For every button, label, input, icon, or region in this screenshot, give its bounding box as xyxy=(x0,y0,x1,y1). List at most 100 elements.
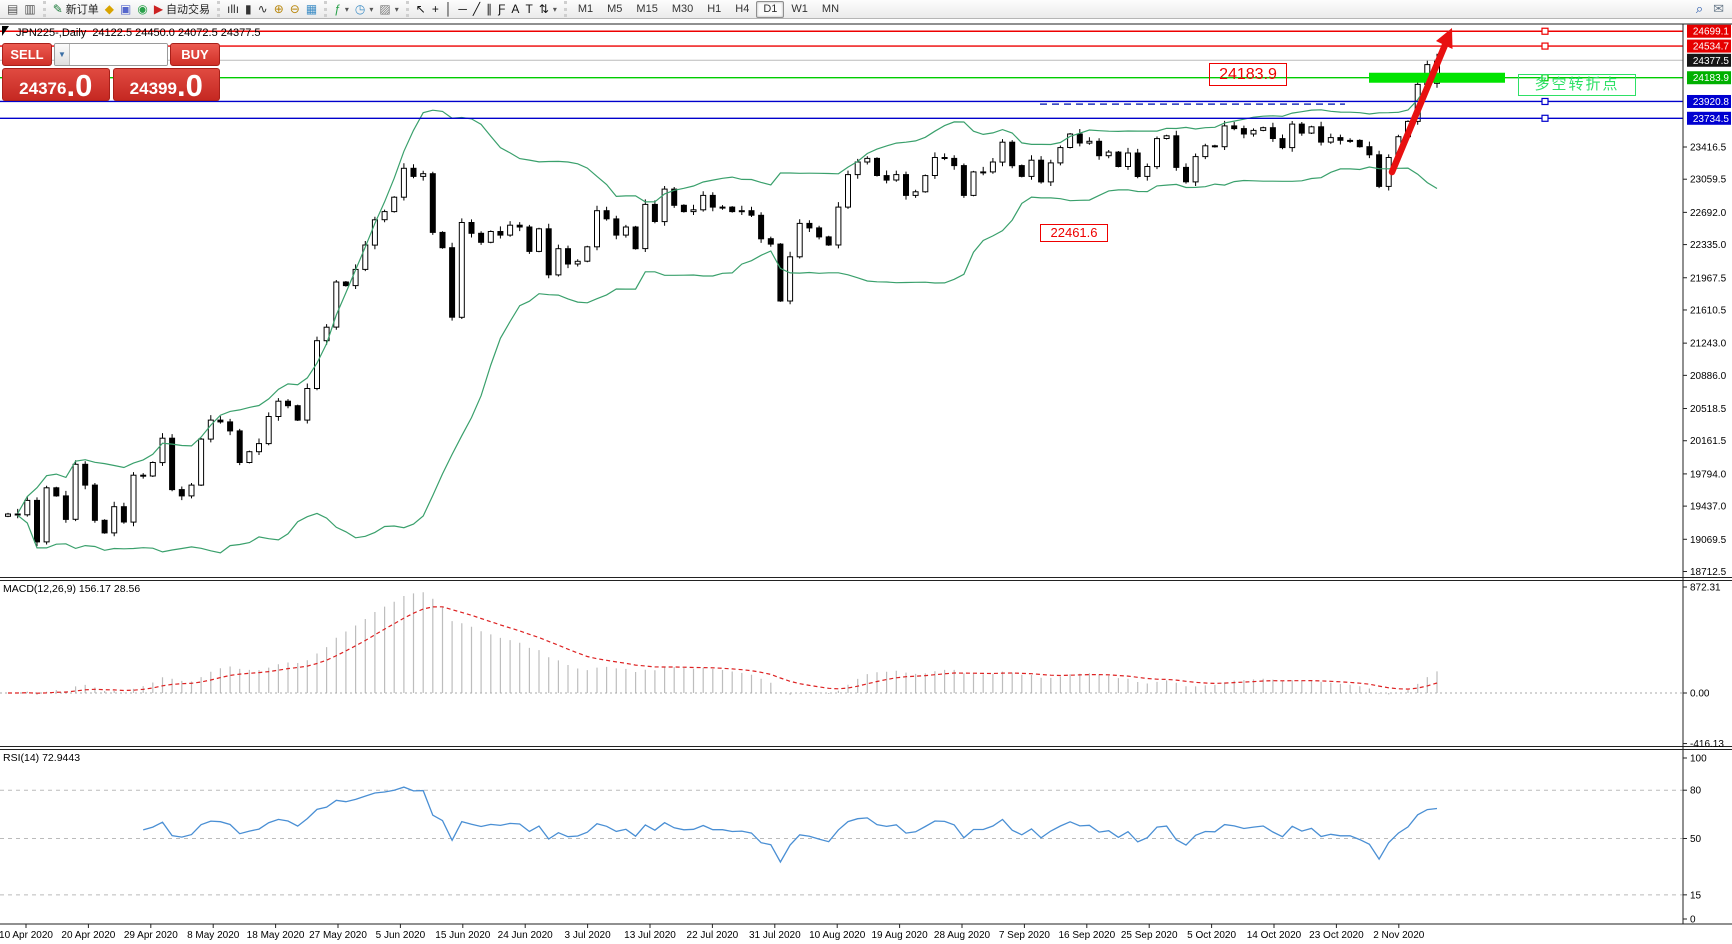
new-chart-icon: ▤ xyxy=(7,2,19,16)
timeframe-d1-button[interactable]: D1 xyxy=(756,0,785,18)
svg-text:21243.0: 21243.0 xyxy=(1690,339,1727,350)
svg-text:872.31: 872.31 xyxy=(1690,583,1721,594)
trendline-button[interactable]: ╱ xyxy=(470,2,483,17)
timeframe-h4-button[interactable]: H4 xyxy=(735,2,750,15)
svg-text:25 Sep 2020: 25 Sep 2020 xyxy=(1121,930,1178,941)
svg-text:27 May 2020: 27 May 2020 xyxy=(309,930,367,941)
crosshair-icon: + xyxy=(431,2,439,16)
timeframe-m15-button[interactable]: M15 xyxy=(636,2,658,15)
macd-indicator-label: MACD(12,26,9) 156.17 28.56 xyxy=(3,583,141,595)
timeframe-h1-button[interactable]: H1 xyxy=(707,2,722,15)
templates-button[interactable]: ▨ ▾ xyxy=(376,2,401,17)
chevron-down-icon: ▾ xyxy=(369,4,374,14)
cursor-button[interactable]: ↖ xyxy=(413,2,429,17)
one-click-trading-panel: SELL ▼ ▲ BUY 24376.0 24399.0 xyxy=(2,43,220,101)
svg-text:21967.5: 21967.5 xyxy=(1690,273,1727,284)
timeframe-w1-button[interactable]: W1 xyxy=(791,2,808,15)
svg-text:100: 100 xyxy=(1690,754,1707,765)
timeframe-m1-button[interactable]: M1 xyxy=(577,2,594,15)
svg-text:23920.8: 23920.8 xyxy=(1693,97,1730,108)
quotes-button[interactable]: ◆ xyxy=(102,2,117,17)
fibonacci-button[interactable]: Ƒ xyxy=(495,2,508,17)
navigator-icon: ◉ xyxy=(137,2,148,16)
resistance-price-label[interactable]: 24183.9 xyxy=(1209,63,1287,86)
chat-icon[interactable]: ✉ xyxy=(1713,1,1724,16)
profiles-icon: ▥ xyxy=(24,2,36,16)
navigator-button[interactable]: ◉ xyxy=(134,2,150,17)
tile-windows-button[interactable]: ▦ xyxy=(303,2,320,17)
svg-text:28 Aug 2020: 28 Aug 2020 xyxy=(934,930,991,941)
line-chart-icon: ∿ xyxy=(257,2,268,16)
svg-text:20 Apr 2020: 20 Apr 2020 xyxy=(61,930,115,941)
crosshair-button[interactable]: + xyxy=(429,2,442,17)
search-icon[interactable]: ⌕ xyxy=(1695,1,1704,16)
fibonacci-icon: Ƒ xyxy=(498,2,506,16)
horizontal-line-button[interactable]: ─ xyxy=(455,2,470,17)
timeframe-mn-button[interactable]: MN xyxy=(821,2,840,15)
chart-symbol-period: JPN225-,Daily xyxy=(16,27,87,39)
periods-button[interactable]: ◷ ▾ xyxy=(352,2,377,17)
autotrading-icon: ▶ xyxy=(153,2,164,16)
svg-text:3 Jul 2020: 3 Jul 2020 xyxy=(565,930,612,941)
svg-text:31 Jul 2020: 31 Jul 2020 xyxy=(749,930,801,941)
chart-ohlc-values: 24122.5 24450.0 24072.5 24377.5 xyxy=(92,27,261,39)
volume-decrease-button[interactable]: ▼ xyxy=(55,44,70,65)
toolbar-right: ⌕ ✉ xyxy=(1696,1,1732,17)
svg-text:23416.5: 23416.5 xyxy=(1690,142,1727,153)
zoom-out-button[interactable]: ⊖ xyxy=(287,2,303,17)
timeframe-m30-button[interactable]: M30 xyxy=(671,2,694,15)
svg-text:18712.5: 18712.5 xyxy=(1690,567,1727,578)
toolbar: ▤ ▥ ✎ 新订单 ◆ ▣ ◉ ▶ 自动交易 ıllı ▮ ∿ ⊕ ⊖ ▦ ƒ ▾ ◷ ▾ ▨ ▾ ↖ + │ ─ ╱ ∥ Ƒ A T ⇅ ▾… xyxy=(0,0,1732,19)
quotes-icon: ◆ xyxy=(104,2,114,16)
autotrading-button[interactable]: ▶ 自动交易 xyxy=(151,2,213,17)
svg-text:24183.9: 24183.9 xyxy=(1693,73,1730,84)
bar-chart-button[interactable]: ıllı xyxy=(224,2,242,17)
svg-text:22 Jul 2020: 22 Jul 2020 xyxy=(687,930,739,941)
vertical-line-button[interactable]: │ xyxy=(442,2,456,17)
svg-text:7 Sep 2020: 7 Sep 2020 xyxy=(999,930,1051,941)
toolbar-group: ↖ + │ ─ ╱ ∥ Ƒ A T ⇅ ▾ xyxy=(405,1,564,17)
svg-text:2 Nov 2020: 2 Nov 2020 xyxy=(1373,930,1425,941)
timeframe-m5-button[interactable]: M5 xyxy=(607,2,623,15)
data-window-button[interactable]: ▣ xyxy=(117,2,134,17)
svg-text:19794.0: 19794.0 xyxy=(1690,469,1727,480)
svg-text:10 Aug 2020: 10 Aug 2020 xyxy=(809,930,866,941)
svg-text:0.00: 0.00 xyxy=(1690,689,1710,700)
buy-price-dec: .0 xyxy=(176,68,203,103)
sell-button[interactable]: SELL xyxy=(2,43,52,66)
arrows-button[interactable]: ⇅ ▾ xyxy=(536,2,560,17)
new-chart-button[interactable]: ▤ xyxy=(4,2,21,17)
support-price-label[interactable]: 22461.6 xyxy=(1040,224,1108,242)
cursor-icon: ↖ xyxy=(415,2,426,16)
sell-price-button[interactable]: 24376.0 xyxy=(2,68,110,101)
new-order-button[interactable]: ✎ 新订单 xyxy=(50,2,102,17)
indicators-button[interactable]: ƒ ▾ xyxy=(331,2,352,17)
line-chart-button[interactable]: ∿ xyxy=(255,2,271,17)
buy-price-button[interactable]: 24399.0 xyxy=(112,68,220,103)
svg-text:8 May 2020: 8 May 2020 xyxy=(187,930,240,941)
profiles-button[interactable]: ▥ xyxy=(21,2,38,17)
svg-text:16 Sep 2020: 16 Sep 2020 xyxy=(1058,930,1115,941)
buy-button[interactable]: BUY xyxy=(170,43,220,66)
bull-bear-turning-point-label[interactable]: 多空转折点 xyxy=(1518,74,1636,96)
data-window-icon: ▣ xyxy=(119,2,132,16)
label-button[interactable]: T xyxy=(522,2,535,17)
toolbar-group: ▤ ▥ xyxy=(0,1,43,17)
candlestick-button[interactable]: ▮ xyxy=(242,2,255,17)
svg-text:80: 80 xyxy=(1690,786,1702,797)
svg-text:15: 15 xyxy=(1690,890,1702,901)
channel-button[interactable]: ∥ xyxy=(483,2,495,17)
chart-title: JPN225-,Daily 24122.5 24450.0 24072.5 243… xyxy=(16,27,261,39)
chevron-down-icon: ▾ xyxy=(344,4,349,14)
label-icon: T xyxy=(525,2,533,16)
rsi-indicator-label: RSI(14) 72.9443 xyxy=(3,752,81,764)
new-order-icon: ✎ xyxy=(52,2,63,16)
mouse-cursor-icon xyxy=(2,26,9,36)
zoom-in-button[interactable]: ⊕ xyxy=(271,2,287,17)
svg-text:14 Oct 2020: 14 Oct 2020 xyxy=(1247,930,1302,941)
svg-text:22335.0: 22335.0 xyxy=(1690,240,1727,251)
volume-input[interactable] xyxy=(70,44,167,65)
svg-text:19 Aug 2020: 19 Aug 2020 xyxy=(872,930,929,941)
text-button[interactable]: A xyxy=(508,2,522,17)
